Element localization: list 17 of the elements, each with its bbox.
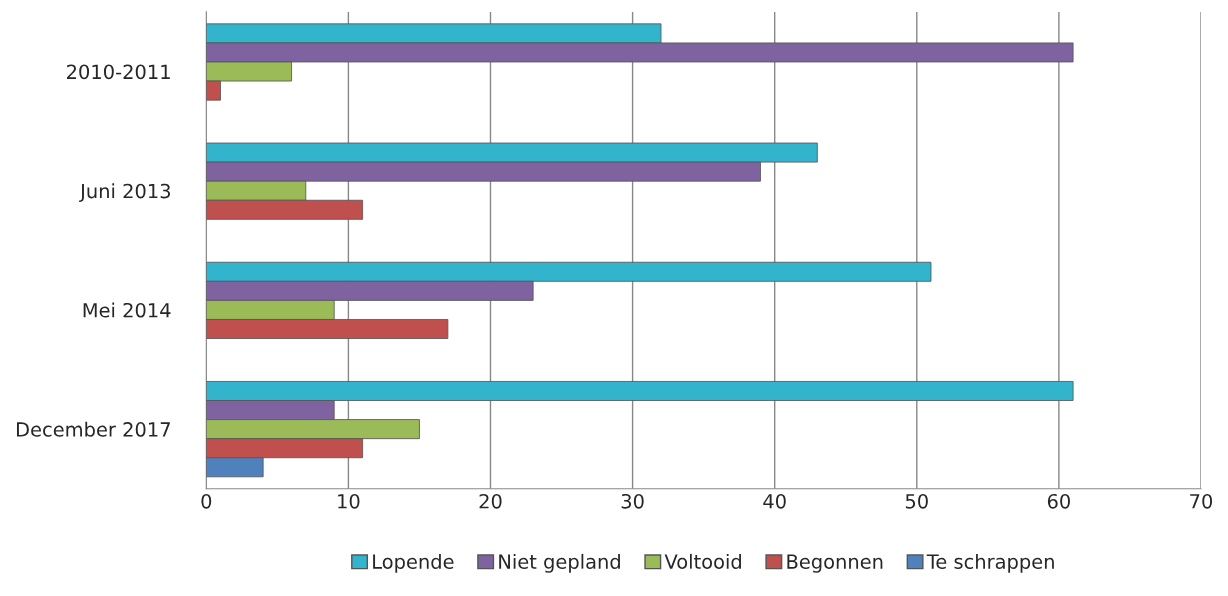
y-tick-label: 2010-2011 xyxy=(67,64,170,80)
y-tick-label: Mei 2014 xyxy=(83,302,171,318)
legend-label: Voltooid xyxy=(664,553,741,569)
x-tick-label: 60 xyxy=(1047,493,1070,509)
y-tick-label: December 2017 xyxy=(16,421,170,437)
x-tick-label: 20 xyxy=(479,493,502,509)
legend-label: Niet gepland xyxy=(499,553,620,573)
legend-label: Begonnen xyxy=(787,554,883,573)
x-tick-label: 30 xyxy=(621,493,644,509)
x-tick-label: 0 xyxy=(201,493,212,509)
legend-label: Te schrappen xyxy=(926,553,1054,573)
legend-label: Lopende xyxy=(373,553,454,573)
x-tick-label: 50 xyxy=(905,493,928,509)
x-tick-label: 70 xyxy=(1190,493,1213,509)
x-tick-label: 40 xyxy=(763,493,786,509)
x-tick-label: 10 xyxy=(338,493,360,509)
y-tick-label: Juni 2013 xyxy=(79,183,171,202)
